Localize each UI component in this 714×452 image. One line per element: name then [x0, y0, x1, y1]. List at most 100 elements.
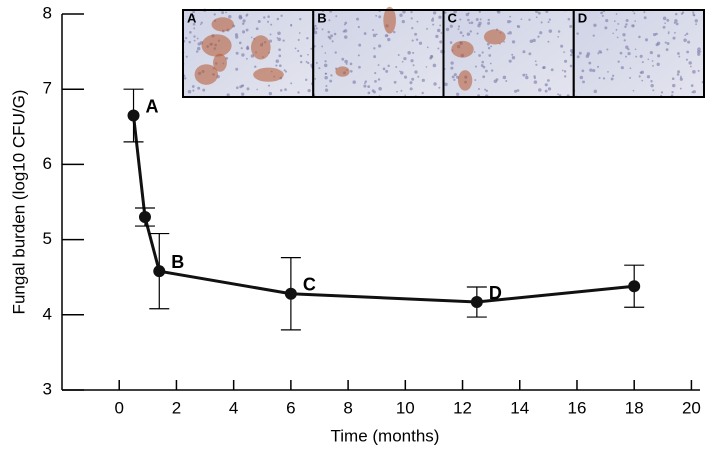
cell	[699, 50, 702, 53]
cell	[657, 54, 661, 58]
cell	[193, 35, 196, 38]
cell	[570, 53, 573, 57]
cell	[377, 78, 381, 81]
cell	[426, 46, 429, 49]
cell	[676, 73, 680, 76]
cell	[382, 67, 386, 71]
cell	[200, 21, 203, 24]
cell	[656, 41, 661, 46]
cell	[410, 17, 413, 20]
cell	[374, 72, 377, 75]
cell	[607, 70, 609, 73]
cell	[282, 39, 285, 42]
cell	[254, 65, 257, 68]
cell	[563, 59, 568, 63]
cell	[485, 69, 488, 73]
cell	[315, 27, 318, 30]
cell	[449, 24, 454, 28]
cell	[191, 85, 195, 88]
cell	[678, 55, 681, 58]
cell	[192, 22, 196, 26]
cell	[593, 23, 597, 27]
cell	[477, 87, 480, 90]
cell	[508, 31, 512, 35]
cell	[462, 34, 465, 37]
cell	[437, 28, 441, 33]
cell	[270, 23, 273, 26]
cell	[393, 80, 397, 84]
y-tick-label: 8	[43, 3, 52, 22]
cell	[399, 13, 403, 17]
marker	[153, 265, 166, 278]
cell	[401, 19, 405, 24]
cell	[625, 45, 629, 49]
cell	[193, 27, 196, 30]
cell	[297, 91, 300, 94]
cell	[641, 79, 644, 82]
cell	[455, 92, 460, 96]
cell	[373, 55, 377, 59]
cell	[612, 74, 615, 77]
cell	[683, 38, 687, 43]
cell	[349, 69, 353, 73]
cell	[327, 30, 331, 34]
cell	[623, 39, 626, 42]
cell	[315, 62, 318, 64]
cell	[185, 55, 188, 58]
cell	[411, 77, 415, 81]
cell	[687, 40, 691, 44]
cell	[522, 73, 526, 77]
point-label: D	[489, 283, 502, 303]
cell	[520, 18, 523, 21]
cell	[696, 50, 701, 54]
cell	[240, 47, 243, 50]
cell	[328, 19, 331, 22]
cell	[239, 85, 243, 89]
inset-images: A B C D	[181, 6, 705, 99]
inset-panel	[573, 10, 704, 97]
cell	[344, 21, 348, 25]
cell	[579, 75, 584, 80]
x-tick-label: 0	[114, 398, 123, 417]
cell	[482, 65, 486, 69]
cell	[307, 53, 309, 56]
cell	[478, 10, 482, 13]
cell	[627, 51, 631, 56]
cell	[662, 16, 667, 21]
cell	[256, 88, 259, 91]
cell	[528, 52, 532, 56]
cell	[242, 19, 246, 23]
y-tick-label: 5	[43, 229, 52, 248]
cell	[686, 50, 690, 54]
cell	[548, 29, 553, 33]
cell	[532, 38, 536, 43]
cell	[335, 15, 338, 18]
cell	[235, 86, 239, 90]
cell	[467, 18, 470, 22]
cell	[558, 94, 562, 97]
x-tick-label: 8	[343, 398, 352, 417]
inset-label: B	[317, 10, 326, 25]
cell	[641, 61, 644, 64]
cell	[667, 32, 670, 35]
cell	[547, 21, 550, 24]
x-tick-label: 4	[229, 398, 238, 417]
x-axis-title: Time (months)	[331, 426, 440, 445]
cell	[588, 61, 592, 65]
cell	[305, 60, 308, 63]
cell	[314, 24, 317, 27]
cell	[279, 89, 283, 92]
cell	[402, 10, 406, 14]
x-tick-label: 20	[682, 398, 701, 417]
cell	[345, 62, 348, 65]
cell	[671, 91, 674, 94]
cell	[342, 30, 345, 33]
cell	[457, 25, 461, 28]
cell	[378, 44, 382, 48]
cell	[652, 89, 655, 92]
cell	[246, 45, 249, 48]
cell	[511, 53, 514, 56]
cell	[425, 66, 428, 68]
cell	[187, 89, 192, 94]
